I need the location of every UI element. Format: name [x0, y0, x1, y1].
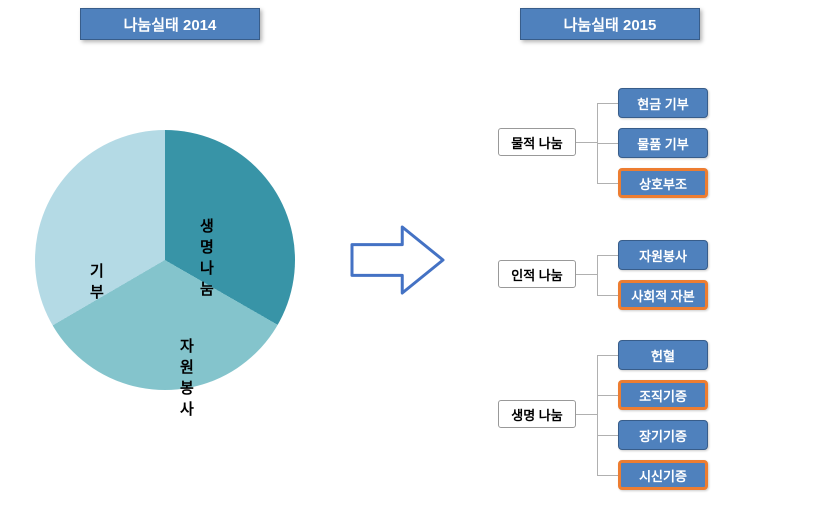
item-label: 조직기증	[639, 386, 687, 405]
connector	[597, 435, 618, 436]
connector	[597, 355, 618, 356]
category-label: 물적 나눔	[511, 133, 562, 152]
connector	[597, 255, 618, 256]
connector	[597, 395, 618, 396]
category-box-0: 물적 나눔	[498, 128, 576, 156]
item-box-2-2: 장기기증	[618, 420, 708, 450]
arrow-icon	[350, 225, 445, 295]
pie-label-0: 생명나눔	[200, 215, 214, 299]
connector	[597, 475, 618, 476]
category-box-1: 인적 나눔	[498, 260, 576, 288]
pie-label-2: 기부	[90, 260, 104, 302]
item-box-2-0: 헌혈	[618, 340, 708, 370]
item-label: 헌혈	[651, 346, 675, 365]
category-label: 생명 나눔	[511, 405, 562, 424]
connector	[597, 295, 618, 296]
item-box-1-1: 사회적 자본	[618, 280, 708, 310]
connector	[597, 355, 598, 475]
header-right-text: 나눔실태 2015	[564, 14, 657, 35]
item-label: 장기기증	[639, 426, 687, 445]
pie-label-1: 자원봉사	[180, 335, 194, 419]
header-left: 나눔실태 2014	[80, 8, 260, 40]
pie	[35, 130, 295, 390]
connector	[576, 142, 597, 143]
item-label: 시신기증	[639, 466, 687, 485]
item-label: 현금 기부	[637, 94, 688, 113]
connector	[597, 183, 618, 184]
connector	[597, 143, 618, 144]
item-box-2-3: 시신기증	[618, 460, 708, 490]
category-box-2: 생명 나눔	[498, 400, 576, 428]
item-label: 상호부조	[639, 174, 687, 193]
item-box-0-1: 물품 기부	[618, 128, 708, 158]
item-label: 자원봉사	[639, 246, 687, 265]
item-box-2-1: 조직기증	[618, 380, 708, 410]
connector	[576, 414, 597, 415]
header-right: 나눔실태 2015	[520, 8, 700, 40]
item-label: 사회적 자본	[631, 286, 694, 305]
item-box-1-0: 자원봉사	[618, 240, 708, 270]
item-box-0-2: 상호부조	[618, 168, 708, 198]
item-box-0-0: 현금 기부	[618, 88, 708, 118]
item-label: 물품 기부	[637, 134, 688, 153]
connector	[576, 274, 597, 275]
header-left-text: 나눔실태 2014	[124, 14, 217, 35]
connector	[597, 103, 618, 104]
connector	[597, 255, 598, 295]
category-label: 인적 나눔	[511, 265, 562, 284]
